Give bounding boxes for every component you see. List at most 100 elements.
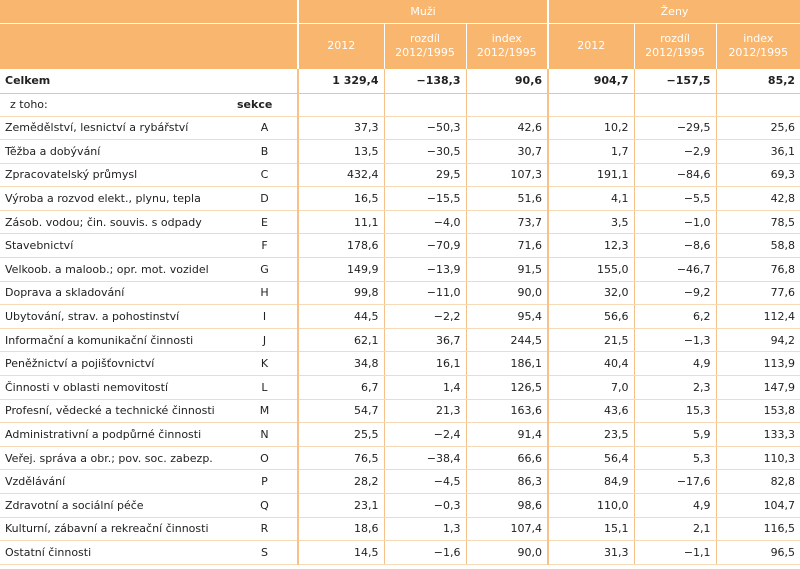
row-women-diff: 6,2 (633, 304, 717, 329)
row-label: Doprava a skladování (0, 281, 232, 306)
table-row: Zásob. vodou; čin. souvis. s odpady E 11,1… (0, 210, 800, 235)
row-women-2012: 56,6 (547, 304, 635, 329)
row-section: B (232, 139, 298, 164)
row-men-2012: 34,8 (297, 351, 384, 377)
table-row: Ostatní činnosti S 14,5 −1,6 90,0 31,3 −1,1 96,… (0, 540, 800, 565)
row-men-index: 86,3 (465, 469, 549, 494)
total-women-index: 85,2 (715, 69, 800, 94)
row-men-index: 51,6 (465, 186, 549, 211)
table-row: Informační a komunikační činnosti J 62,1 36… (0, 328, 800, 353)
table-row: Těžba a dobývání B 13,5 −30,5 30,7 1,7 −2,9 36,… (0, 139, 800, 164)
header-women-index: index 2012/1995 (715, 23, 800, 69)
row-men-2012: 178,6 (297, 233, 384, 259)
total-label: Celkem (0, 69, 298, 94)
row-label: Ubytování, strav. a pohostinství (0, 304, 232, 329)
row-section: C (232, 163, 298, 188)
row-men-2012: 28,2 (297, 469, 384, 494)
row-men-diff: −0,3 (383, 493, 466, 518)
row-men-diff: 21,3 (383, 399, 466, 424)
row-women-2012: 7,0 (547, 375, 635, 400)
header-row-groups: Muži Ženy (0, 0, 800, 24)
section-header: sekce (232, 93, 298, 117)
row-women-diff: 5,9 (633, 422, 717, 447)
header-blank (0, 23, 298, 69)
row-section: D (232, 186, 298, 211)
row-women-diff: −17,6 (633, 469, 717, 494)
row-men-index: 163,6 (465, 399, 549, 424)
row-women-2012: 31,3 (547, 540, 635, 565)
row-women-diff: 15,3 (633, 399, 717, 424)
table-row: Ubytování, strav. a pohostinství I 44,5 −2,… (0, 304, 800, 329)
row-women-index: 82,8 (715, 469, 800, 494)
row-men-2012: 149,9 (297, 257, 384, 282)
row-women-diff: −8,6 (633, 233, 717, 259)
row-label: Zemědělství, lesnictví a rybářství (0, 116, 232, 141)
row-men-index: 91,5 (465, 257, 549, 282)
table-row: Výroba a rozvod elekt., plynu, tepla D 16,… (0, 186, 800, 211)
row-women-2012: 40,4 (547, 351, 635, 377)
table-row: Zemědělství, lesnictví a rybářství A 37,3−… (0, 116, 800, 141)
row-women-diff: 4,9 (633, 493, 717, 518)
table-row: Kulturní, zábavní a rekreační činnosti R 1… (0, 517, 800, 542)
row-women-diff: 4,9 (633, 351, 717, 377)
table-row: Administrativní a podpůrné činnosti N 25,5… (0, 422, 800, 447)
row-men-diff: −4,0 (383, 210, 466, 235)
row-women-diff: −9,2 (633, 281, 717, 306)
row-women-2012: 21,5 (547, 328, 635, 353)
row-section: R (232, 517, 298, 542)
header-group-women: Ženy (547, 0, 800, 24)
row-men-diff: −2,4 (383, 422, 466, 447)
row-women-index: 104,7 (715, 493, 800, 518)
row-men-diff: 16,1 (383, 351, 466, 377)
total-row: Celkem 1 329,4 −138,3 90,6 904,7 −157,5 … (0, 69, 800, 94)
row-men-index: 73,7 (465, 210, 549, 235)
empty-cell (297, 93, 384, 117)
row-section: S (232, 540, 298, 565)
header-blank (0, 0, 298, 24)
row-men-2012: 18,6 (297, 517, 384, 542)
row-women-diff: −29,5 (633, 116, 717, 141)
row-men-2012: 54,7 (297, 399, 384, 424)
row-men-diff: 1,4 (383, 375, 466, 400)
row-section: F (232, 233, 298, 259)
subheader-row: z toho: sekce (0, 93, 800, 117)
row-section: G (232, 257, 298, 282)
row-men-2012: 25,5 (297, 422, 384, 447)
row-label: Ostatní činnosti (0, 540, 232, 565)
row-label: Zdravotní a sociální péče (0, 493, 232, 518)
row-men-index: 186,1 (465, 351, 549, 377)
row-men-diff: 29,5 (383, 163, 466, 188)
row-men-index: 71,6 (465, 233, 549, 259)
table-row: Veřej. správa a obr.; pov. soc. zabezp. O… (0, 446, 800, 471)
row-women-2012: 32,0 (547, 281, 635, 306)
row-section: N (232, 422, 298, 447)
row-label: Administrativní a podpůrné činnosti (0, 422, 232, 447)
row-label: Vzdělávání (0, 469, 232, 494)
row-women-2012: 155,0 (547, 257, 635, 282)
row-women-index: 42,8 (715, 186, 800, 211)
row-women-2012: 23,5 (547, 422, 635, 447)
row-men-diff: −11,0 (383, 281, 466, 306)
row-men-2012: 16,5 (297, 186, 384, 211)
row-women-index: 36,1 (715, 139, 800, 164)
row-men-index: 91,4 (465, 422, 549, 447)
row-section: P (232, 469, 298, 494)
table-row: Zdravotní a sociální péče Q 23,1 −0,3 98,6 11… (0, 493, 800, 518)
row-women-index: 133,3 (715, 422, 800, 447)
row-men-2012: 44,5 (297, 304, 384, 329)
row-section: A (232, 116, 298, 141)
row-men-diff: −13,9 (383, 257, 466, 282)
row-women-diff: −1,1 (633, 540, 717, 565)
row-women-2012: 1,7 (547, 139, 635, 164)
total-men-2012: 1 329,4 (297, 69, 384, 94)
row-women-diff: −1,3 (633, 328, 717, 353)
row-section: I (232, 304, 298, 329)
table-row: Doprava a skladování H 99,8 −11,0 90,0 32,0 −9… (0, 281, 800, 306)
row-women-index: 147,9 (715, 375, 800, 400)
row-men-index: 107,3 (465, 163, 549, 188)
row-women-index: 78,5 (715, 210, 800, 235)
row-women-diff: −2,9 (633, 139, 717, 164)
row-men-diff: −15,5 (383, 186, 466, 211)
row-label: Zásob. vodou; čin. souvis. s odpady (0, 210, 232, 235)
row-label: Profesní, vědecké a technické činnosti (0, 399, 232, 424)
